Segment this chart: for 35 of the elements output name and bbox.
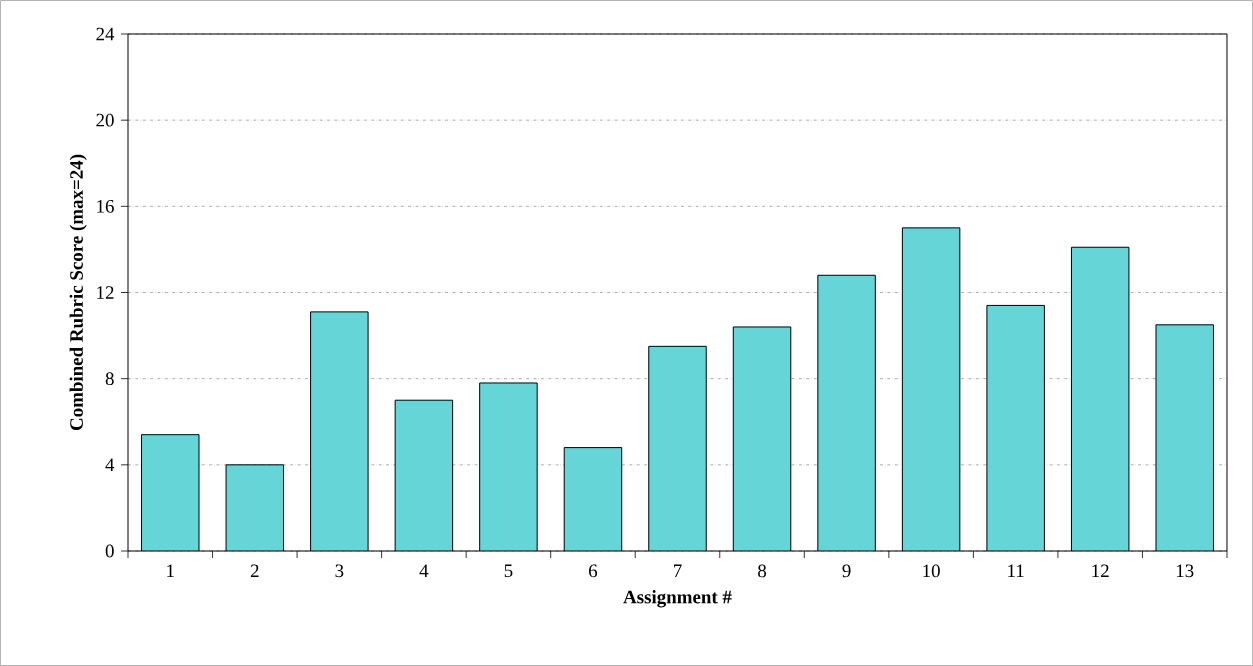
x-tick-label: 8 [758,564,767,578]
x-tick-label: 9 [842,564,851,578]
x-tick-label: 12 [1092,564,1109,578]
y-tick-label: 16 [97,199,114,213]
x-tick-label: 2 [250,564,259,578]
y-tick-label: 12 [97,286,114,299]
x-tick-label: 7 [674,564,682,577]
y-axis-title: Combined Rubric Score (max=24) [69,154,87,431]
y-tick-label: 24 [96,27,115,41]
bar [310,311,369,551]
x-tick-label: 3 [335,564,344,578]
x-tick-label: 4 [419,564,429,577]
bar [986,305,1045,551]
bar [902,227,960,551]
y-tick-label: 8 [105,372,114,386]
y-tick-label: 0 [105,544,114,558]
bar [1071,247,1129,551]
bar [141,434,200,551]
bar [817,275,876,551]
bar [479,382,538,551]
x-tick-label: 11 [1008,564,1024,578]
x-tick-label: 1 [167,564,174,578]
bar [564,447,622,551]
bar [226,464,284,551]
x-tick-label: 5 [504,564,513,578]
y-tick-label: 20 [96,113,114,127]
bar [395,400,453,551]
x-axis-title: Assignment # [623,590,732,608]
bar [648,346,707,551]
x-tick-label: 13 [1176,564,1194,578]
bar [1155,324,1214,551]
x-tick-label: 6 [589,564,598,578]
bar [733,326,791,551]
x-tick-label: 10 [923,564,940,578]
y-tick-label: 4 [105,458,115,472]
